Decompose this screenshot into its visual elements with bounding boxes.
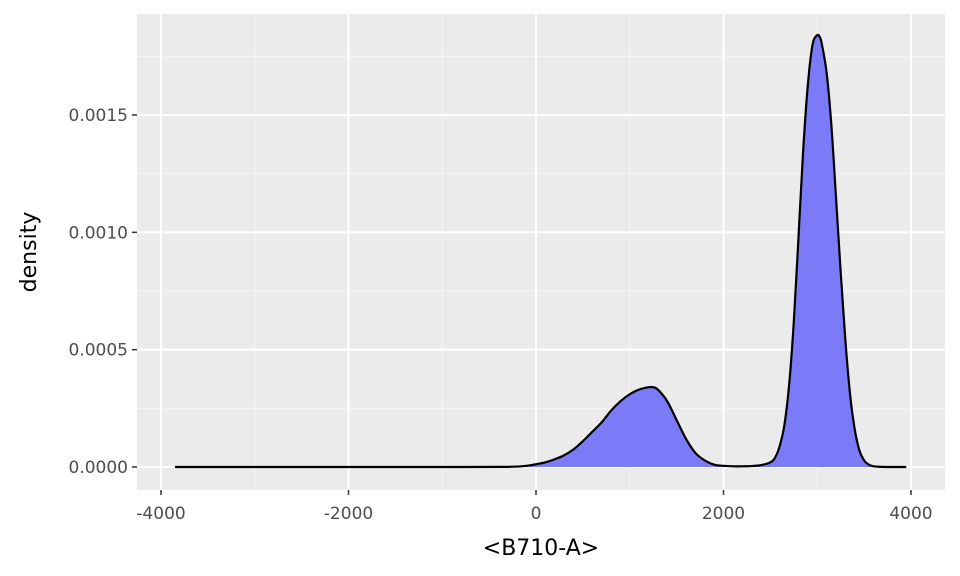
x-tick-label: -4000: [136, 504, 185, 524]
x-tick-label: -2000: [324, 504, 373, 524]
density-line: [175, 33, 907, 469]
y-tick-label: 0.0000: [69, 458, 128, 478]
x-tick-label: 4000: [889, 504, 932, 524]
density-area: [175, 34, 907, 467]
y-tick-label: 0.0015: [69, 106, 128, 126]
y-axis: 0.0000 0.0005 0.0010 0.0015: [69, 106, 137, 478]
y-tick-label: 0.0010: [69, 223, 128, 243]
y-axis-title: density: [17, 212, 42, 293]
x-tick-label: 2000: [702, 504, 745, 524]
y-tick-label: 0.0005: [69, 341, 128, 361]
x-tick-label: 0: [531, 504, 542, 524]
x-axis: -4000 -2000 0 2000 4000: [136, 490, 933, 524]
series-layer: [175, 33, 907, 469]
x-axis-title: <B710-A>: [483, 536, 599, 561]
